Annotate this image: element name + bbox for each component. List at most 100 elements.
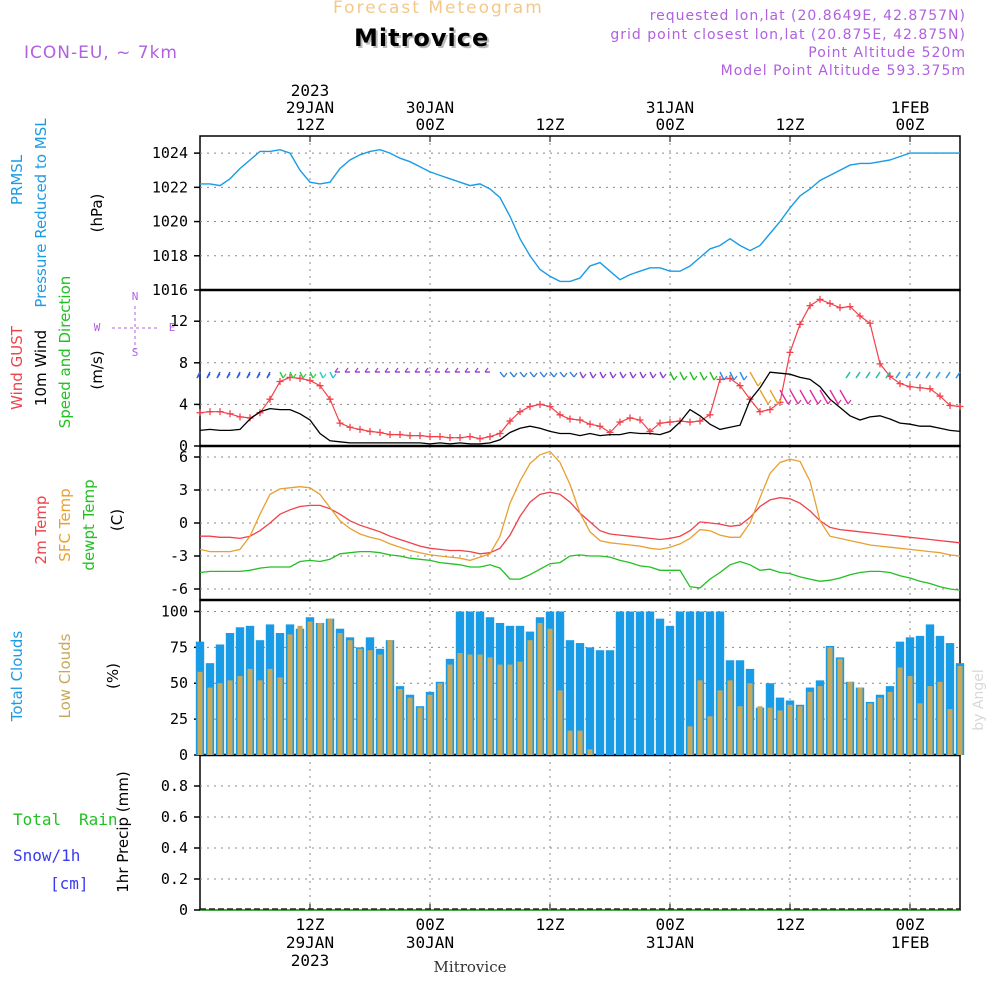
low-cloud-bar bbox=[797, 706, 803, 755]
wind-direction-arrowhead bbox=[787, 399, 792, 405]
low-cloud-bar bbox=[547, 628, 553, 755]
temp-label-sfc: SFC Temp bbox=[56, 488, 74, 561]
top-time-label: 12Z bbox=[776, 115, 805, 134]
wind-direction-arrowhead bbox=[817, 399, 822, 405]
total-cloud-bar bbox=[595, 650, 605, 755]
wind-direction-arrowhead bbox=[332, 373, 337, 379]
low-cloud-bar bbox=[917, 703, 923, 755]
low-cloud-bar bbox=[517, 661, 523, 755]
wind-direction-arrowhead bbox=[683, 375, 688, 381]
pressure-unit-label: (hPa) bbox=[88, 194, 106, 233]
gust-point bbox=[636, 416, 644, 424]
low-cloud-bar bbox=[957, 666, 963, 755]
bottom-time-label: 00Z bbox=[656, 915, 685, 934]
wind-direction-arrowhead bbox=[777, 399, 782, 405]
gust-point bbox=[736, 382, 744, 390]
y-tick-label: 1018 bbox=[152, 247, 188, 265]
wind-direction-arrowhead bbox=[592, 373, 597, 379]
y-tick-label: 100 bbox=[161, 602, 188, 620]
wind-direction-arrowhead bbox=[925, 373, 930, 379]
total-cloud-bar bbox=[585, 647, 595, 755]
low-cloud-bar bbox=[937, 681, 943, 755]
wind-direction-arrow bbox=[549, 371, 555, 378]
precip-label-snow: Snow/1h bbox=[13, 846, 80, 865]
wind-direction-arrowhead bbox=[196, 373, 201, 379]
wind-label-gust: Wind GUST bbox=[8, 325, 26, 410]
gust-point bbox=[936, 392, 944, 400]
gust-point bbox=[376, 428, 384, 436]
product-title: Forecast Meteogram bbox=[333, 0, 544, 18]
low-cloud-bar bbox=[427, 694, 433, 755]
low-cloud-bar bbox=[237, 676, 243, 755]
y-tick-label: -6 bbox=[170, 580, 188, 598]
total-cloud-bar bbox=[915, 635, 925, 755]
gust-point bbox=[436, 433, 444, 441]
low-cloud-bar bbox=[307, 621, 313, 755]
gust-point bbox=[796, 320, 804, 328]
low-cloud-bar bbox=[757, 706, 763, 755]
wind-direction-arrowhead bbox=[282, 373, 287, 379]
wind-direction-arrowhead bbox=[757, 381, 762, 387]
low-cloud-bar bbox=[717, 690, 723, 755]
low-cloud-bar bbox=[447, 664, 453, 755]
wind-direction-arrow bbox=[329, 371, 334, 379]
low-cloud-bar bbox=[537, 622, 543, 755]
low-cloud-bar bbox=[857, 687, 863, 755]
wind-direction-arrow bbox=[539, 371, 545, 378]
wind-direction-arrowhead bbox=[797, 399, 802, 405]
low-cloud-bar bbox=[357, 648, 363, 755]
bottom-time-label: 12Z bbox=[536, 915, 565, 934]
low-cloud-bar bbox=[887, 691, 893, 755]
wind-direction-arrow bbox=[649, 371, 654, 379]
wind-direction-arrowhead bbox=[915, 373, 920, 379]
bottom-time-label: 2023 bbox=[291, 951, 330, 970]
wind-direction-arrowhead bbox=[553, 372, 558, 378]
gust-point bbox=[536, 400, 544, 408]
low-cloud-bar bbox=[347, 640, 353, 755]
gust-point bbox=[696, 417, 704, 425]
wind-direction-arrowhead bbox=[374, 367, 379, 373]
gust-point bbox=[836, 304, 844, 312]
top-time-label: 30JAN bbox=[406, 98, 454, 117]
precip-label-rain: Rain bbox=[79, 810, 118, 829]
total-cloud-bar bbox=[655, 618, 665, 755]
wind-direction-arrow bbox=[509, 371, 515, 378]
wind-direction-arrow bbox=[809, 389, 819, 405]
bottom-time-label: 12Z bbox=[296, 915, 325, 934]
wind-direction-arrowhead bbox=[424, 367, 429, 373]
wind-direction-arrow bbox=[659, 371, 664, 379]
wind-direction-arrowhead bbox=[206, 373, 211, 379]
gust-point bbox=[596, 422, 604, 430]
total-cloud-bar bbox=[625, 611, 635, 755]
wind-direction-arrowhead bbox=[394, 367, 399, 373]
y-tick-label: 1020 bbox=[152, 213, 188, 231]
low-cloud-bar bbox=[587, 749, 593, 755]
wind-direction-arrowhead bbox=[573, 372, 578, 378]
low-cloud-bar bbox=[737, 706, 743, 755]
wind-direction-arrowhead bbox=[767, 399, 772, 405]
wind-direction-arrowhead bbox=[444, 367, 449, 373]
total-cloud-bar bbox=[605, 650, 615, 755]
y-tick-label: 0.6 bbox=[161, 808, 188, 826]
temp-dewpt-line bbox=[199, 550, 961, 591]
gust-point bbox=[876, 360, 884, 368]
gust-point bbox=[196, 409, 204, 417]
precip-label-total: Total bbox=[13, 810, 61, 829]
gust-point bbox=[306, 376, 314, 384]
wind-direction-arrowhead bbox=[885, 373, 890, 379]
wind-direction-arrowhead bbox=[935, 373, 940, 379]
low-cloud-bar bbox=[457, 653, 463, 755]
y-tick-label: 4 bbox=[179, 395, 188, 413]
wind-direction-arrow bbox=[579, 371, 584, 379]
wind-direction-arrowhead bbox=[905, 373, 910, 379]
low-cloud-bar bbox=[267, 668, 273, 755]
requested-coordinates: requested lon,lat (20.8649E, 42.8757N) bbox=[649, 8, 966, 24]
low-cloud-bar bbox=[807, 691, 813, 755]
gust-point bbox=[896, 380, 904, 388]
y-tick-label: 0.8 bbox=[161, 777, 188, 795]
gust-point bbox=[386, 431, 394, 439]
gust-point bbox=[526, 402, 534, 410]
low-cloud-bar bbox=[687, 726, 693, 755]
low-cloud-bar bbox=[297, 625, 303, 755]
low-cloud-bar bbox=[407, 697, 413, 755]
